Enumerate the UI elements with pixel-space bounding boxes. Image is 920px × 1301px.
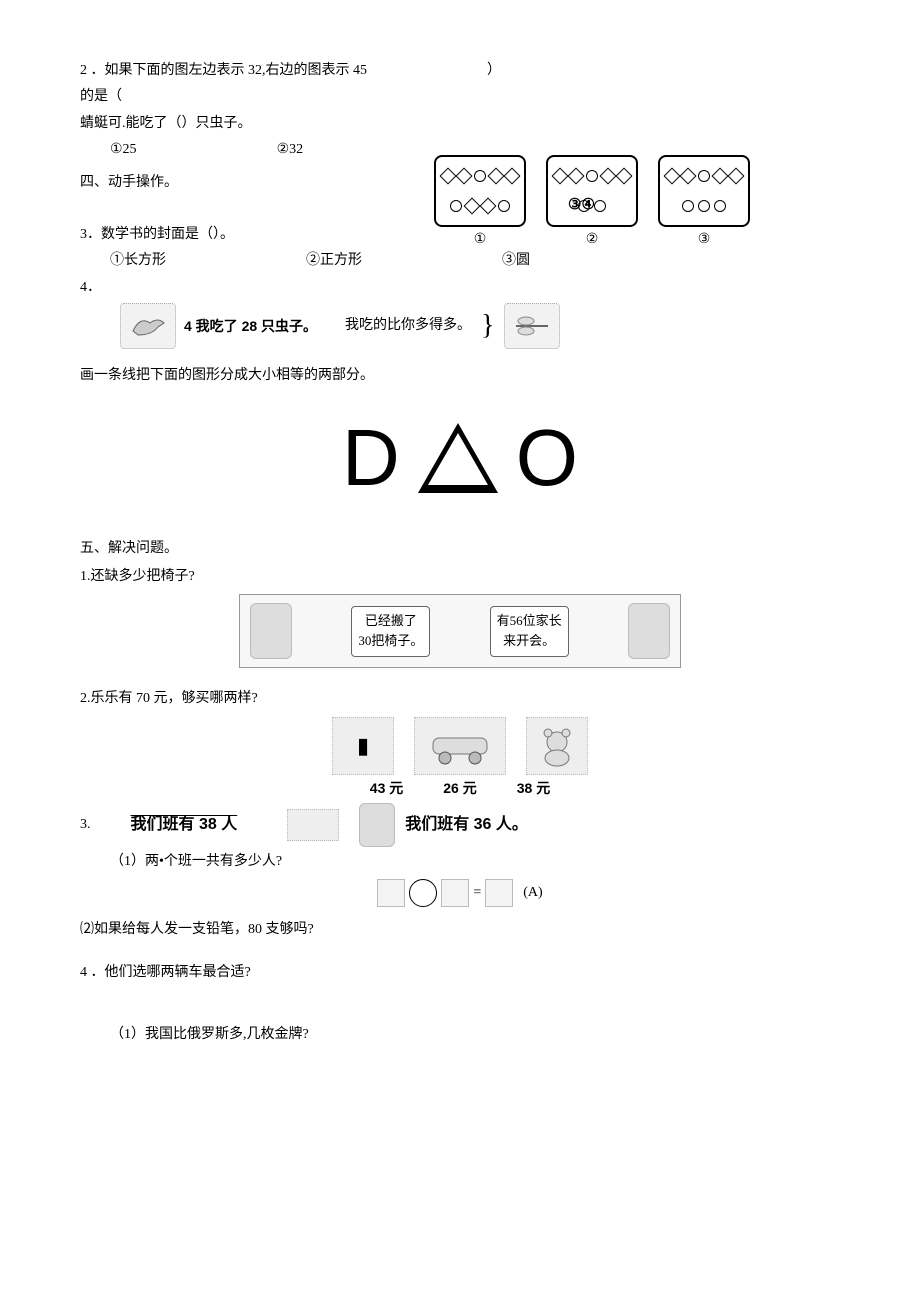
card-1: [434, 155, 526, 227]
p3-sub2: ⑵如果给每人发一支铅笔，80 支够吗?: [80, 919, 840, 941]
price-b: 26 元: [443, 777, 476, 799]
eq-unit: (A): [523, 882, 542, 904]
p2-items: ▮: [80, 717, 840, 775]
q2-opt-a: ①25: [110, 139, 137, 161]
q3-opt-c: ③圆: [502, 250, 530, 272]
eraser-icon: [287, 809, 339, 841]
eq-box-3: [485, 879, 513, 907]
q2-cards: ① ③④ ② ③: [434, 155, 750, 251]
price-c: 38 元: [517, 777, 550, 799]
p1-question: 1.还缺多少把椅子?: [80, 566, 840, 588]
card-1-label: ①: [474, 229, 487, 251]
item-bottle-icon: ▮: [332, 717, 394, 775]
p2-prices: 43 元 26 元 38 元: [80, 777, 840, 799]
student-icon: [359, 803, 395, 847]
q3-opt-a: ①长方形: [110, 250, 166, 272]
p3-num: 3.: [80, 814, 91, 836]
p3-class-left: 我们班有 38 人: [131, 812, 238, 838]
person-right-icon: [628, 603, 670, 659]
card-2-label: ②: [586, 229, 599, 251]
brace-icon: }: [481, 312, 494, 340]
p3-class-right: 我们班有 36 人。: [405, 812, 528, 838]
p3-sub1: （1）两•个班一共有多少人?: [110, 851, 840, 873]
eq-op-circle: [409, 879, 437, 907]
q4-left-text: 4 我吃了 28 只虫子。: [184, 315, 317, 337]
q2-opt-b: ②32: [277, 139, 304, 161]
shapes-row: D O: [80, 418, 840, 498]
card-3: [658, 155, 750, 227]
person-left-icon: [250, 603, 292, 659]
q2-opt-c-overlay: ③④: [568, 193, 595, 217]
item-car-icon: [414, 717, 506, 775]
shape-triangle: [418, 423, 498, 493]
q4-num: 4．: [80, 277, 840, 299]
eq-box-2: [441, 879, 469, 907]
q2-paren: ）: [487, 60, 501, 82]
q4-row: 4 我吃了 28 只虫子。 我吃的比你多得多。 }: [120, 303, 840, 349]
shape-circle: O: [516, 418, 578, 498]
q2-line1: 2 ．如果下面的图左边表示 32,右边的图表示 45 ）: [80, 60, 840, 82]
p1-speech-2: 有56位家长 来开会。: [490, 606, 569, 658]
q3-opt-b: ②正方形: [306, 250, 362, 272]
card-3-label: ③: [698, 229, 711, 251]
p3-row: 3. 我们班有 38 人 我们班有 36 人。: [80, 803, 840, 847]
q4-right-text: 我吃的比你多得多。: [345, 315, 471, 337]
p3-equation: = (A): [80, 879, 840, 907]
shape-d: D: [342, 418, 400, 498]
draw-line-instruction: 画一条线把下面的图形分成大小相等的两部分。: [80, 365, 840, 387]
p1-speech-1: 已经搬了 30把椅子。: [351, 606, 430, 658]
q3-options: ①长方形 ②正方形 ③圆: [110, 250, 840, 272]
eq-equals: =: [473, 882, 481, 904]
item-bear-icon: [526, 717, 588, 775]
q2-line2: 的是（: [80, 86, 840, 108]
price-a: 43 元: [370, 777, 403, 799]
section-5-title: 五、解决问题。: [80, 538, 840, 560]
q2-text-a: 2 ．如果下面的图左边表示 32,右边的图表示 45: [80, 60, 367, 82]
eq-box-1: [377, 879, 405, 907]
bird-icon: [120, 303, 176, 349]
q2-sub: 蜻蜓可.能吃了（）只虫子。: [80, 113, 840, 135]
p4-question: 4 ．他们选哪两辆车最合适?: [80, 962, 840, 984]
p2-question: 2.乐乐有 70 元，够买哪两样?: [80, 688, 840, 710]
p1-panel: 已经搬了 30把椅子。 有56位家长 来开会。: [239, 594, 681, 668]
p4-sub: （1）我国比俄罗斯多,几枚金牌?: [110, 1024, 840, 1046]
dragonfly-icon: [504, 303, 560, 349]
